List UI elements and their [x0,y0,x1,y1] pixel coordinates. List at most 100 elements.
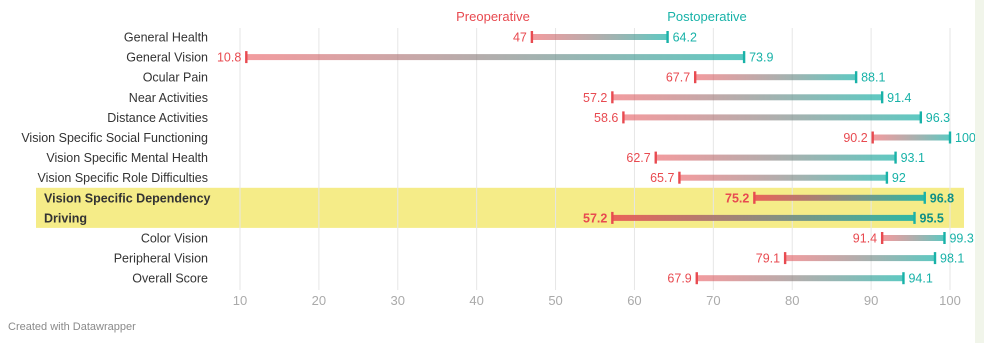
post-value-label: 100 [955,131,976,145]
pre-value-label: 90.2 [843,131,867,145]
x-tick-label: 100 [939,293,961,308]
pre-value-label: 47 [513,31,527,45]
post-value-label: 94.1 [908,272,932,286]
post-value-label: 98.1 [940,252,964,266]
chart-row: Peripheral Vision 79.1 98.1 [114,252,965,266]
x-tick-label: 50 [548,293,562,308]
x-tick-label: 30 [391,293,405,308]
post-value-label: 92 [892,171,906,185]
range-bar [872,134,950,141]
pre-value-label: 58.6 [594,111,618,125]
x-tick-label: 70 [706,293,720,308]
chart-row: Vision Specific Mental Health 62.7 93.1 [46,151,925,165]
range-bar [785,255,936,262]
pre-marker [611,211,614,224]
row-label: Overall Score [132,272,208,286]
chart-row: General Health 47 64.2 [124,31,697,45]
pre-marker [783,252,787,265]
pre-value-label: 79.1 [756,252,780,266]
post-value-label: 96.8 [930,191,954,205]
post-value-label: 64.2 [673,31,697,45]
row-label: Vision Specific Social Functioning [21,131,208,145]
chart-row: Distance Activities 58.6 96.3 [107,111,950,125]
row-label: Distance Activities [107,111,208,125]
x-tick-label: 20 [312,293,326,308]
x-tick-label: 80 [785,293,799,308]
pre-marker [245,51,248,64]
row-label: Vision Specific Mental Health [46,151,208,165]
side-strip [975,0,984,343]
post-value-label: 93.1 [901,151,925,165]
range-bar [696,275,904,282]
post-marker [742,51,746,64]
post-marker [923,191,926,204]
chart-row: Vision Specific Role Difficulties 65.7 92 [38,171,906,185]
pre-marker [654,151,657,164]
range-bar [695,74,857,81]
pre-marker [611,91,614,104]
post-marker [854,71,858,84]
legend-postoperative: Postoperative [667,9,747,24]
highlight-band [36,187,964,228]
row-label: Driving [44,211,87,225]
row-label: Peripheral Vision [114,252,208,266]
pre-value-label: 91.4 [853,232,877,246]
pre-marker [753,191,756,204]
pre-value-label: 57.2 [583,91,607,105]
legend-preoperative: Preoperative [456,9,530,24]
row-label: General Health [124,31,208,45]
post-marker [943,232,946,244]
chart-row: Ocular Pain 67.7 88.1 [143,71,886,85]
x-tick-label: 90 [864,293,878,308]
range-bar [754,194,925,201]
pre-marker [693,71,697,84]
range-bar [612,214,915,221]
pre-value-label: 65.7 [650,171,674,185]
post-value-label: 96.3 [926,111,950,125]
chart-row: Overall Score 67.9 94.1 [132,272,933,286]
x-tick-label: 10 [233,293,247,308]
pre-value-label: 67.9 [667,272,691,286]
post-value-label: 73.9 [749,51,773,65]
row-label: Ocular Pain [143,71,208,85]
post-marker [666,31,669,43]
pre-value-label: 62.7 [626,151,650,165]
pre-marker [695,272,698,285]
pre-value-label: 10.8 [217,51,241,65]
post-value-label: 88.1 [861,71,885,85]
row-label: Vision Specific Dependency [44,191,211,205]
post-value-label: 91.4 [887,91,911,105]
chart-row: Color Vision 91.4 99.3 [141,232,974,246]
range-bar [612,94,883,101]
row-label: Color Vision [141,232,208,246]
pre-marker [880,232,884,244]
pre-marker [530,31,534,43]
x-tick-label: 40 [469,293,483,308]
post-value-label: 95.5 [920,211,944,225]
chart-row: Driving 57.2 95.5 [44,211,944,225]
credit-footer: Created with Datawrapper [8,321,136,333]
range-bar [882,235,945,241]
chart-row: General Vision 10.8 73.9 [126,51,773,65]
pre-value-label: 57.2 [583,211,607,225]
chart-row: Vision Specific Dependency 75.2 96.8 [44,191,954,205]
post-marker [894,151,897,164]
chart-row: Vision Specific Social Functioning 90.2 10… [21,131,976,145]
range-bar [623,114,921,121]
pre-marker [678,171,681,184]
post-marker [948,131,952,144]
x-tick-label: 60 [627,293,641,308]
chart-row: Near Activities 57.2 91.4 [129,91,912,105]
post-marker [885,171,889,184]
range-bar [679,174,887,181]
pre-value-label: 67.7 [666,71,690,85]
pre-marker [622,111,625,124]
post-value-label: 99.3 [949,232,973,246]
pre-marker [871,131,874,144]
range-bar [531,34,668,40]
range-bar [655,154,896,161]
range-bar [246,54,745,61]
pre-value-label: 75.2 [725,191,749,205]
row-label: General Vision [126,51,208,65]
